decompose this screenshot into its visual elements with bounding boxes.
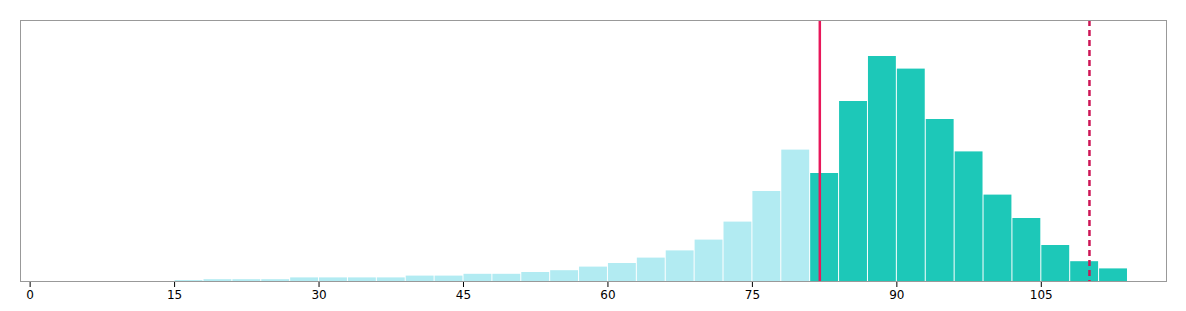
svg-text:45: 45 (456, 288, 471, 302)
svg-text:90: 90 (889, 288, 904, 302)
svg-text:0: 0 (26, 288, 34, 302)
svg-text:75: 75 (745, 288, 760, 302)
svg-text:15: 15 (167, 288, 182, 302)
svg-text:105: 105 (1030, 288, 1053, 302)
svg-text:60: 60 (600, 288, 615, 302)
svg-text:30: 30 (311, 288, 326, 302)
